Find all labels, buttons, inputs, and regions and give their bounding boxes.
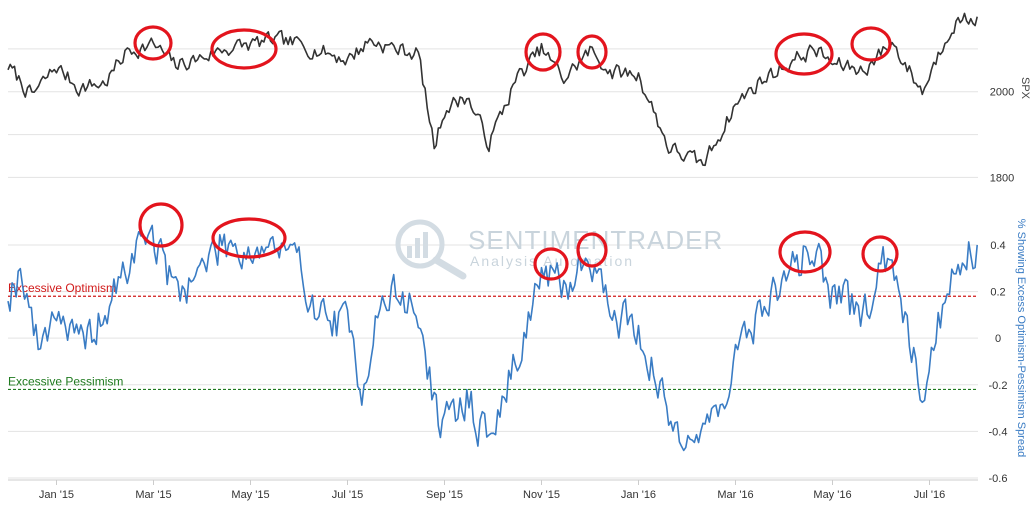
spx-series-line bbox=[7, 12, 978, 167]
highlight-circles bbox=[133, 25, 899, 281]
reference-lines: Excessive Optimism Excessive Pessimism bbox=[8, 281, 978, 391]
spread-tick-label: -0.6 bbox=[989, 473, 1008, 485]
highlight-circle bbox=[211, 217, 287, 259]
highlight-circle bbox=[533, 247, 569, 281]
x-tick-label: Jul '15 bbox=[332, 489, 363, 501]
highlight-circle bbox=[576, 34, 608, 70]
x-tick-label: Jul '16 bbox=[914, 489, 945, 501]
watermark-name: SENTIMENTRADER bbox=[468, 225, 723, 255]
optimism-label: Excessive Optimism bbox=[8, 281, 116, 295]
x-tick-label: Mar '15 bbox=[135, 489, 171, 501]
spx-tick-label: 2000 bbox=[990, 87, 1014, 99]
spread-series-line bbox=[7, 224, 978, 452]
spread-tick-label: 0 bbox=[995, 333, 1001, 345]
highlight-circle bbox=[850, 26, 892, 62]
spx-axis-title: SPX bbox=[1019, 77, 1031, 100]
highlight-circle bbox=[576, 232, 608, 268]
x-tick-label: May '16 bbox=[813, 489, 851, 501]
highlight-circle bbox=[210, 28, 278, 70]
spx-panel bbox=[7, 12, 978, 167]
spread-tick-label: 0.2 bbox=[990, 287, 1005, 299]
spread-panel bbox=[7, 224, 978, 452]
highlight-circle bbox=[524, 32, 562, 72]
x-tick-label: Mar '16 bbox=[717, 489, 753, 501]
x-tick-label: Nov '15 bbox=[523, 489, 560, 501]
spread-tick-label: -0.4 bbox=[989, 426, 1008, 438]
spread-tick-label: -0.2 bbox=[989, 380, 1008, 392]
spread-tick-label: 0.4 bbox=[990, 240, 1005, 252]
x-tick-label: Jan '16 bbox=[621, 489, 656, 501]
x-tick-label: Jan '15 bbox=[39, 489, 74, 501]
highlight-circle bbox=[774, 32, 834, 76]
pessimism-label: Excessive Pessimism bbox=[8, 374, 123, 388]
highlight-circle bbox=[861, 235, 899, 273]
spx-tick-label: 1800 bbox=[990, 172, 1014, 184]
watermark: SENTIMENTRADER Analysis Automation bbox=[395, 219, 723, 280]
x-tick-label: May '15 bbox=[231, 489, 269, 501]
x-tick-label: Sep '15 bbox=[426, 489, 463, 501]
watermark-logo-icon bbox=[395, 219, 467, 280]
highlight-circle bbox=[133, 25, 173, 61]
axes: 1800 2000 0.4 0.2 0 -0.2 -0.4 -0.6 Jan '15 Mar '1… bbox=[8, 87, 1014, 501]
spread-axis-title: % Showing Excess Optimism-Pessimism Spre… bbox=[1015, 219, 1027, 457]
highlight-circle bbox=[778, 230, 832, 274]
highlight-circle bbox=[138, 202, 184, 248]
